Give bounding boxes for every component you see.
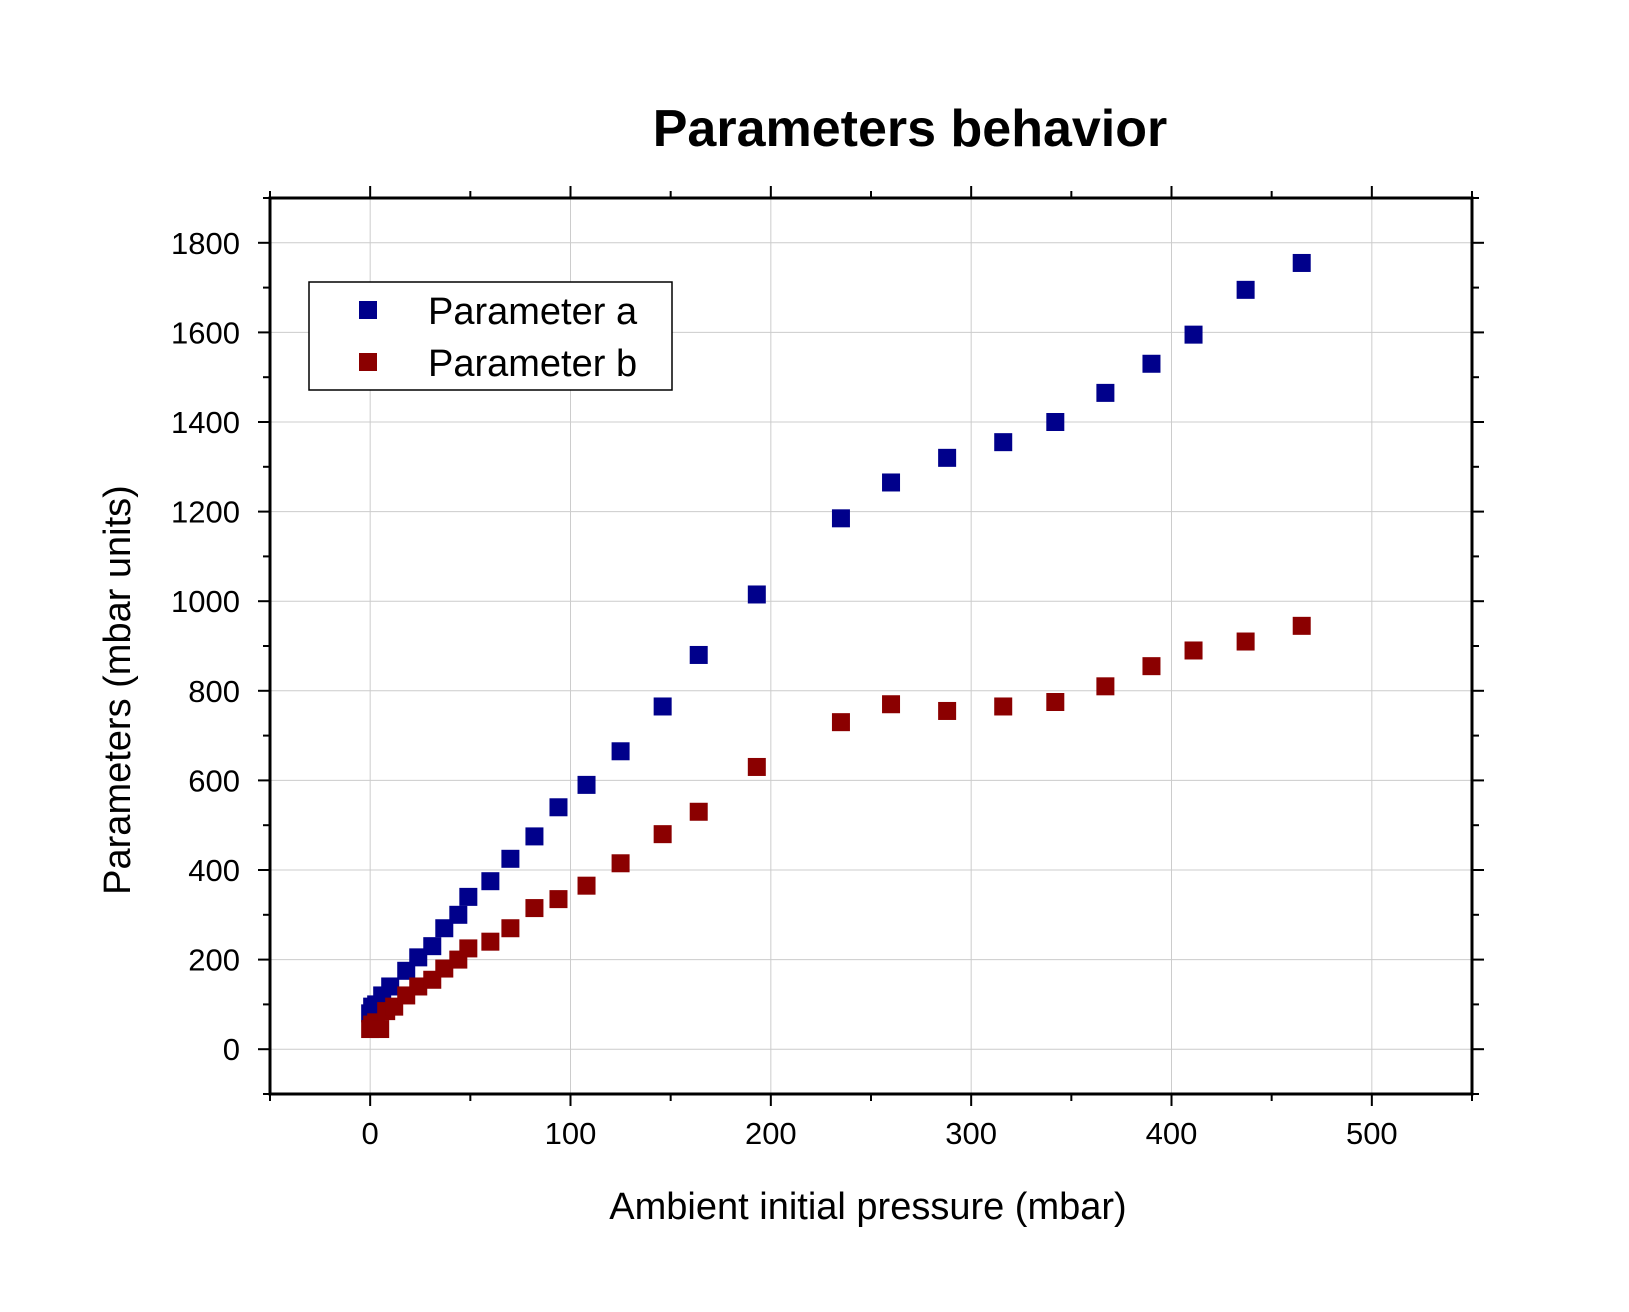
data-point-parameter-a xyxy=(435,919,454,938)
data-point-parameter-a xyxy=(423,937,442,956)
data-point-parameter-b xyxy=(501,919,520,938)
data-point-parameter-b xyxy=(611,854,630,873)
data-point-parameter-a xyxy=(1096,383,1115,402)
axis-ticks: 0 100 200 300 400 500 0 200 400 600 800 1000 1200 140… xyxy=(171,186,1484,1151)
data-point-parameter-b xyxy=(459,939,478,958)
data-point-parameter-b xyxy=(409,977,428,996)
data-point-parameter-a xyxy=(1236,280,1255,299)
x-tick-label: 400 xyxy=(1146,1116,1198,1151)
data-point-parameter-a xyxy=(1142,354,1161,373)
data-point-parameter-a xyxy=(501,849,520,868)
y-tick-label: 1600 xyxy=(171,315,240,350)
data-point-parameter-a xyxy=(747,585,766,604)
data-point-parameter-b xyxy=(1236,632,1255,651)
data-point-parameter-b xyxy=(938,701,957,720)
data-point-parameter-b xyxy=(1142,657,1161,676)
data-points xyxy=(361,253,1311,1039)
data-point-parameter-a xyxy=(653,697,672,716)
data-point-parameter-b xyxy=(831,713,850,732)
legend-label-parameter-b: Parameter b xyxy=(428,343,637,385)
data-point-parameter-b xyxy=(435,959,454,978)
data-point-parameter-b xyxy=(689,802,708,821)
data-point-parameter-a xyxy=(459,887,478,906)
data-point-parameter-b xyxy=(1096,677,1115,696)
grid xyxy=(270,198,1472,1094)
data-point-parameter-b xyxy=(549,890,568,909)
legend-marker-parameter-b xyxy=(359,353,377,371)
legend-label-parameter-a: Parameter a xyxy=(428,291,638,333)
y-tick-label: 1800 xyxy=(171,226,240,261)
data-point-parameter-b xyxy=(481,932,500,951)
data-point-parameter-b xyxy=(577,876,596,895)
data-point-parameter-b xyxy=(1184,641,1203,660)
y-tick-label: 1200 xyxy=(171,495,240,530)
data-point-parameter-b xyxy=(653,825,672,844)
chart-title: Parameters behavior xyxy=(653,100,1168,158)
legend-marker-parameter-a xyxy=(359,301,377,319)
data-point-parameter-a xyxy=(525,827,544,846)
data-point-parameter-a xyxy=(938,448,957,467)
x-tick-label: 500 xyxy=(1346,1116,1398,1151)
data-point-parameter-a xyxy=(882,473,901,492)
legend: Parameter a Parameter b xyxy=(308,281,673,391)
data-point-parameter-b xyxy=(1046,693,1065,711)
y-tick-label: 800 xyxy=(188,674,240,709)
x-tick-label: 100 xyxy=(545,1116,597,1151)
x-tick-label: 0 xyxy=(362,1116,379,1151)
y-tick-label: 1000 xyxy=(171,584,240,619)
data-point-parameter-a xyxy=(689,645,708,664)
data-point-parameter-b xyxy=(371,1020,390,1039)
data-point-parameter-a xyxy=(831,509,850,528)
y-tick-label: 200 xyxy=(188,943,240,978)
data-point-parameter-b xyxy=(994,697,1013,716)
data-point-parameter-b xyxy=(525,899,544,918)
plot-frame xyxy=(268,196,1474,1096)
y-tick-label: 0 xyxy=(223,1032,240,1067)
x-axis-label: Ambient initial pressure (mbar) xyxy=(609,1186,1126,1228)
y-tick-label: 1400 xyxy=(171,405,240,440)
data-point-parameter-a xyxy=(1184,325,1203,344)
data-point-parameter-a xyxy=(381,977,400,996)
data-point-parameter-a xyxy=(481,872,500,891)
x-tick-label: 200 xyxy=(745,1116,797,1151)
data-point-parameter-a xyxy=(611,742,630,761)
data-point-parameter-a xyxy=(1292,253,1311,272)
y-axis-label: Parameters (mbar units) xyxy=(97,485,139,895)
data-point-parameter-a xyxy=(409,948,428,967)
data-point-parameter-a xyxy=(449,905,468,924)
data-point-parameter-b xyxy=(747,757,766,776)
data-point-parameter-a xyxy=(994,433,1013,452)
data-point-parameter-a xyxy=(549,798,568,817)
data-point-parameter-b xyxy=(1292,616,1311,635)
y-tick-label: 600 xyxy=(188,763,240,798)
legend-box xyxy=(308,281,673,391)
data-point-parameter-b xyxy=(882,695,901,714)
x-tick-label: 300 xyxy=(945,1116,997,1151)
y-tick-label: 400 xyxy=(188,853,240,888)
data-point-parameter-a xyxy=(577,775,596,794)
data-point-parameter-a xyxy=(1046,413,1065,431)
